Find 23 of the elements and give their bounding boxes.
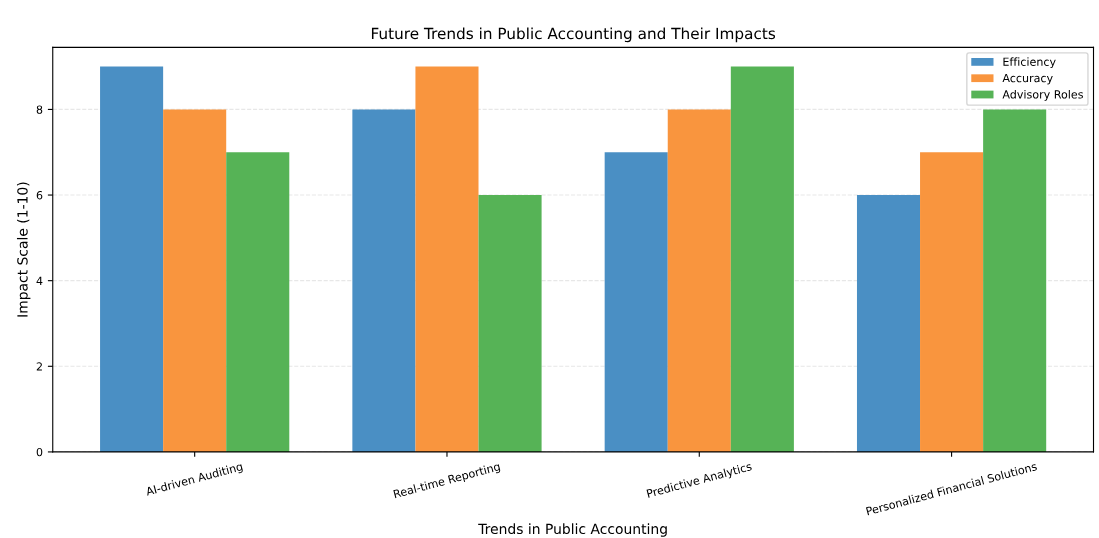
x-axis-title: Trends in Public Accounting (478, 523, 667, 537)
chart-title: Future Trends in Public Accounting and Their Impacts (371, 27, 776, 43)
bar (920, 152, 984, 452)
y-tick-label: 4 (36, 276, 43, 285)
bar (983, 109, 1047, 452)
y-tick-label: 0 (36, 447, 43, 457)
legend-label: Accuracy (1002, 74, 1053, 85)
bar (856, 195, 921, 452)
bar (352, 109, 416, 452)
bar (478, 195, 542, 452)
y-tick-label: 2 (36, 362, 42, 371)
bar (730, 66, 794, 452)
y-tick-label: 6 (36, 191, 43, 200)
y-axis-title: Impact Scale (1-10) (16, 182, 31, 317)
y-tick-label: 8 (36, 105, 43, 114)
bar (100, 66, 164, 452)
bar (163, 109, 227, 452)
bar (604, 152, 668, 452)
bar (415, 66, 479, 452)
legend-label: Efficiency (1003, 57, 1056, 69)
bar (667, 109, 731, 452)
legend-label: Advisory Roles (1002, 89, 1083, 101)
bar (226, 152, 290, 452)
